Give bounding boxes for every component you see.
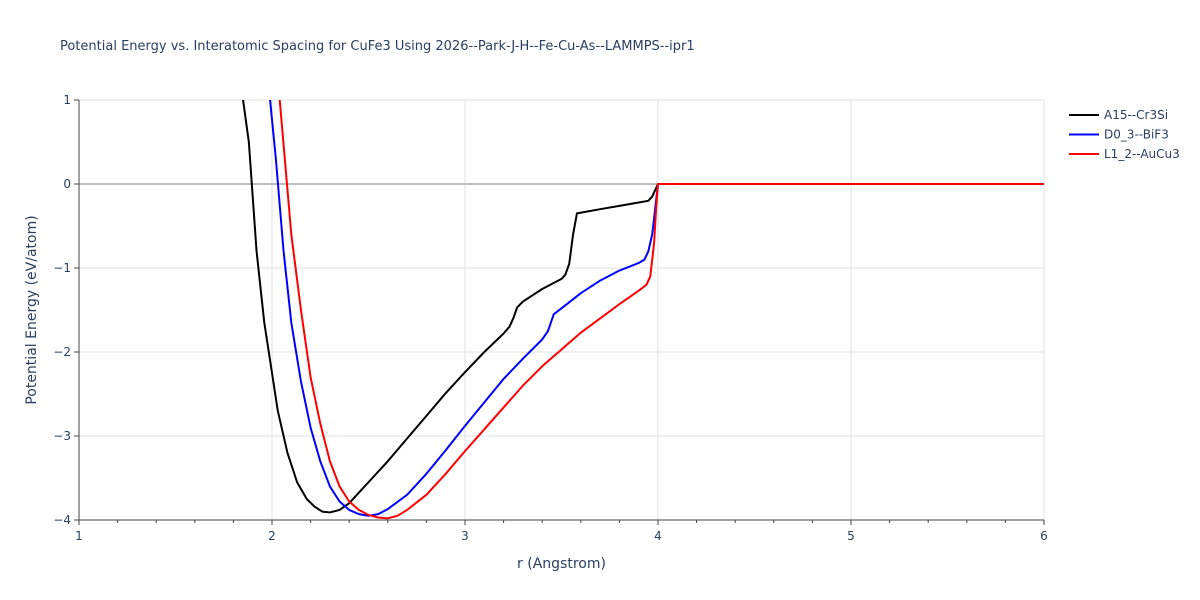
chart-title: Potential Energy vs. Interatomic Spacing… [60,39,695,54]
legend-item[interactable]: A15--Cr3Si [1069,108,1168,122]
series-line-3 [278,100,1044,520]
legend-label: D0_3--BiF3 [1104,128,1169,142]
y-axis-label: Potential Energy (eV/atom) [24,215,40,404]
x-tick-label: 1 [75,529,83,543]
legend-label: L1_2--AuCu3 [1104,147,1180,161]
x-tick-label: 4 [654,529,662,543]
y-tick-label: −1 [53,261,71,275]
series-lines [242,100,1044,520]
legend-item[interactable]: L1_2--AuCu3 [1069,147,1180,161]
grid [79,99,1045,520]
axes [74,99,1045,525]
y-tick-label: 1 [63,93,71,107]
legend-item[interactable]: D0_3--BiF3 [1069,128,1169,142]
x-tick-label: 6 [1040,529,1048,543]
series-line-2 [269,100,1044,517]
legend-label: A15--Cr3Si [1104,108,1168,122]
x-tick-label: 5 [847,529,855,543]
legend[interactable]: A15--Cr3Si D0_3--BiF3 L1_2--AuCu3 [1069,108,1180,161]
x-tick-label: 3 [461,529,469,543]
y-tick-labels: 1 0 −1 −2 −3 −4 [53,93,71,527]
series-line-1 [242,100,1044,514]
x-axis-label: r (Angstrom) [517,556,606,572]
y-tick-label: 0 [63,177,71,191]
y-tick-label: −2 [53,345,71,359]
y-tick-label: −4 [53,513,71,527]
x-tick-label: 2 [268,529,276,543]
y-tick-label: −3 [53,429,71,443]
x-tick-labels: 1 2 3 4 5 6 [75,529,1048,543]
